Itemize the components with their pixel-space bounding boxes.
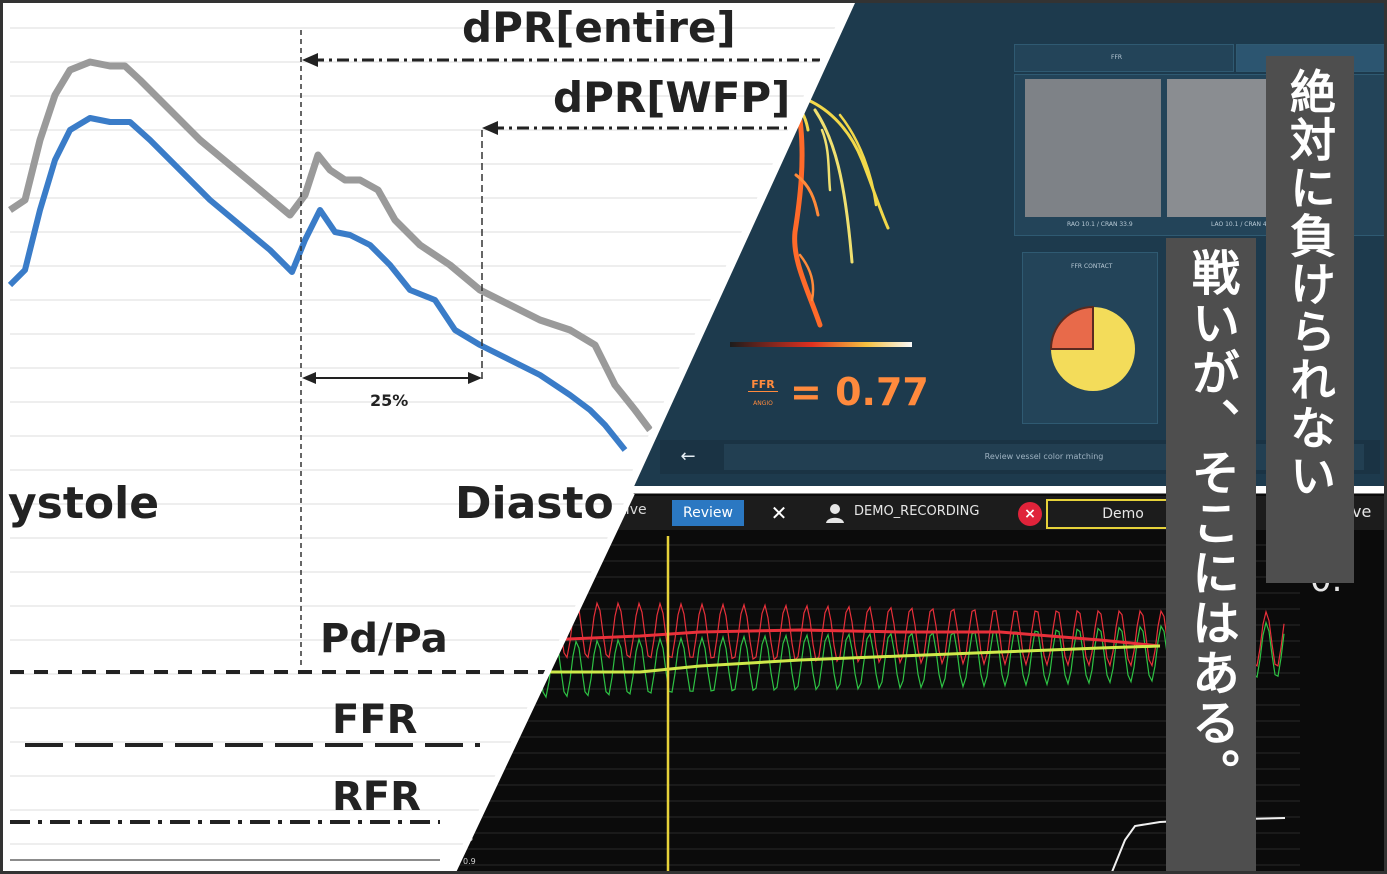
scale-label-09: 0.9 (463, 857, 476, 866)
ffr-contact-pie (1049, 305, 1135, 391)
close-icon[interactable]: × (1018, 502, 1042, 526)
dpr-wfp-label: dPR[WFP] (553, 73, 790, 122)
mean-distal-pressure (545, 644, 1161, 674)
distal-pressure-wave (7, 115, 628, 452)
ffr-subscript-top: FFR (748, 378, 778, 392)
ffr-subscript-bottom: ANGIO (753, 400, 773, 407)
tab-ffr[interactable]: FFR (1014, 44, 1234, 72)
ffr-index-label: FFR (332, 697, 417, 743)
recording-name: DEMO_RECORDING (854, 504, 980, 519)
ffr-color-scale (730, 342, 912, 347)
tab-review[interactable]: Review (672, 500, 744, 526)
wfp-percent-label: 25% (370, 391, 408, 410)
right-toolbar-label: ve (1352, 502, 1372, 521)
tagline-banner-primary: 絶対に負けられない (1266, 56, 1354, 583)
mean-aortic-pressure (544, 628, 1161, 648)
tagline-banner-secondary: 戦いが、そこにはある。 (1166, 238, 1256, 874)
back-button[interactable]: ← (680, 446, 696, 467)
dpr-entire-label: dPR[entire] (462, 3, 736, 52)
angiogram-thumbnail[interactable] (1025, 79, 1161, 217)
ffr-angio-value: = 0.77 (790, 370, 929, 414)
diastole-label: Diasto (455, 478, 614, 529)
systole-label: ystole (8, 478, 159, 529)
aortic-pressure-wave (8, 58, 653, 433)
ffr-contact-panel: FFR CONTACT (1022, 252, 1158, 424)
aortic-pressure-trace (539, 600, 1285, 668)
pdpa-label: Pd/Pa (320, 616, 448, 662)
rfr-index-label: RFR (332, 774, 421, 820)
user-icon (826, 504, 844, 523)
tools-icon[interactable]: ✕ (770, 501, 788, 525)
